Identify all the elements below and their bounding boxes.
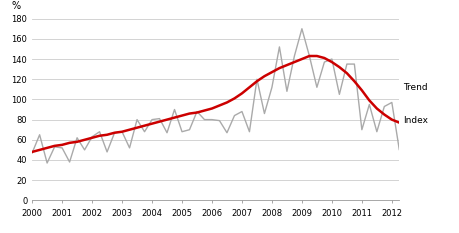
Text: Index: Index <box>403 116 428 125</box>
Text: %: % <box>12 1 21 11</box>
Text: Trend: Trend <box>403 83 428 92</box>
